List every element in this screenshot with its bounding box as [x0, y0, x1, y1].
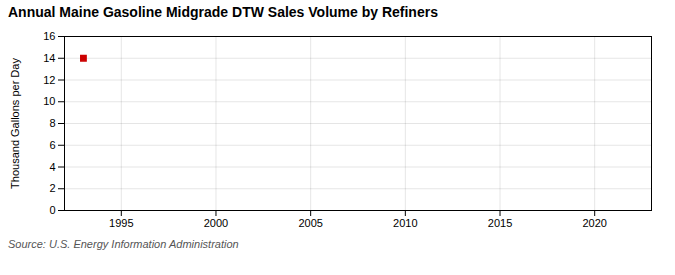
- svg-text:8: 8: [49, 117, 55, 129]
- svg-text:2005: 2005: [298, 217, 322, 229]
- svg-text:6: 6: [49, 139, 55, 151]
- svg-text:16: 16: [43, 30, 55, 42]
- svg-text:10: 10: [43, 95, 55, 107]
- html-text:Annual Maine Gasoline Midgrade: Annual Maine Gasoline Midgrade DTW Sales…: [8, 4, 438, 20]
- svg-text:Thousand Gallons per Day: Thousand Gallons per Day: [9, 58, 21, 189]
- svg-text:2: 2: [49, 182, 55, 194]
- svg-text:12: 12: [43, 74, 55, 86]
- html-text:Source: U.S. Energy Informatio: Source: U.S. Energy Information Administ…: [8, 238, 239, 250]
- svg-text:2000: 2000: [204, 217, 228, 229]
- svg-text:14: 14: [43, 52, 55, 64]
- svg-text:2015: 2015: [488, 217, 512, 229]
- svg-text:2010: 2010: [393, 217, 417, 229]
- svg-text:0: 0: [49, 204, 55, 216]
- svg-text:2020: 2020: [582, 217, 606, 229]
- svg-text:4: 4: [49, 161, 55, 173]
- svg-text:1995: 1995: [109, 217, 133, 229]
